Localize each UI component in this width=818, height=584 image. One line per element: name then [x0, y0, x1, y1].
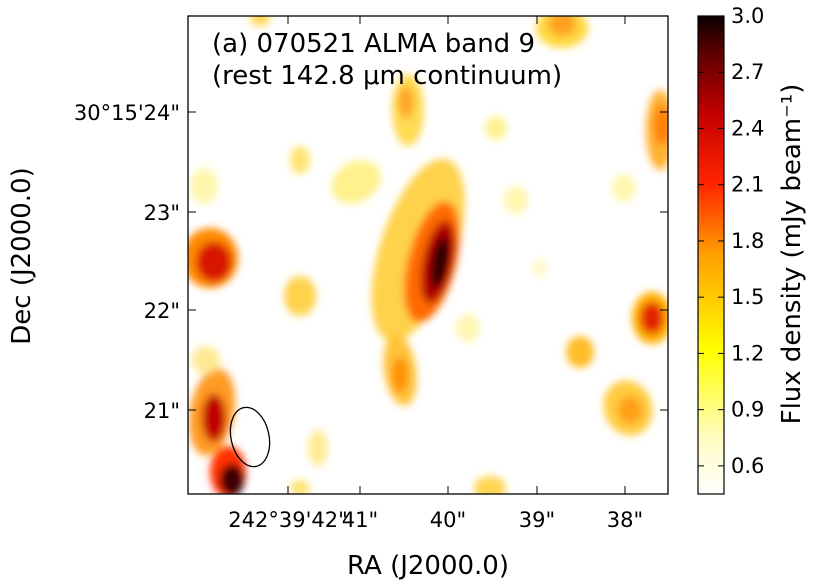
emission-blob	[548, 16, 576, 36]
x-tick-label: 39"	[519, 508, 555, 532]
y-tick-label: 23"	[144, 201, 180, 225]
emission-blob	[290, 480, 310, 494]
colorbar-tick-label: 3.0	[731, 4, 764, 28]
emission-blob	[566, 336, 594, 368]
emission-blob	[430, 236, 450, 288]
emission-blob	[618, 396, 642, 424]
x-tick-label: 40"	[430, 508, 466, 532]
emission-blob	[486, 116, 506, 140]
colorbar-label: Flux density (mJy beam⁻¹)	[777, 84, 807, 425]
emission-blob	[308, 430, 328, 466]
y-tick-label: 21"	[144, 399, 180, 423]
chart-title-line-2: (rest 142.8 μm continuum)	[212, 61, 562, 91]
emission-blob	[654, 105, 668, 145]
emission-blob	[196, 242, 232, 282]
emission-blob	[220, 464, 244, 494]
colorbar-tick-label: 2.7	[731, 60, 764, 84]
colorbar-tick-label: 0.9	[731, 398, 764, 422]
emission-blob	[290, 146, 310, 174]
emission-blob	[190, 168, 218, 204]
x-axis-label: RA (J2000.0)	[347, 551, 509, 581]
x-tick-label: 242°39'42"	[228, 508, 347, 532]
emission-blob	[192, 346, 220, 374]
emission-blob	[392, 357, 408, 393]
y-axis-label: Dec (J2000.0)	[7, 167, 37, 345]
x-tick-label: 41"	[342, 508, 378, 532]
emission-blob	[331, 160, 381, 204]
flux-map	[188, 16, 668, 494]
colorbar-tick-label: 1.2	[731, 341, 764, 365]
colorbar-tick-label: 2.4	[731, 116, 764, 140]
y-tick-label: 22"	[144, 299, 180, 323]
plot-frame	[187, 15, 669, 495]
emission-blob	[640, 302, 664, 334]
emission-blob	[250, 16, 270, 26]
colorbar	[697, 15, 725, 495]
colorbar-tick-label: 0.6	[731, 454, 764, 478]
emission-blob	[202, 394, 226, 442]
emission-blob	[532, 258, 548, 278]
y-tick-label: 30°15'24"	[74, 101, 180, 125]
chart-title-line-1: (a) 070521 ALMA band 9	[212, 29, 535, 59]
colorbar-tick-label: 1.5	[731, 285, 764, 309]
emission-blob	[456, 314, 480, 342]
beam-ellipse	[229, 406, 271, 468]
emission-blob	[284, 276, 316, 316]
emission-blob	[474, 476, 506, 494]
emission-blob	[612, 174, 636, 202]
x-tick-label: 38"	[607, 508, 643, 532]
colorbar-tick-label: 1.8	[731, 229, 764, 253]
emission-blob	[398, 86, 414, 118]
colorbar-tick-label: 2.1	[731, 173, 764, 197]
emission-blob	[504, 186, 528, 214]
